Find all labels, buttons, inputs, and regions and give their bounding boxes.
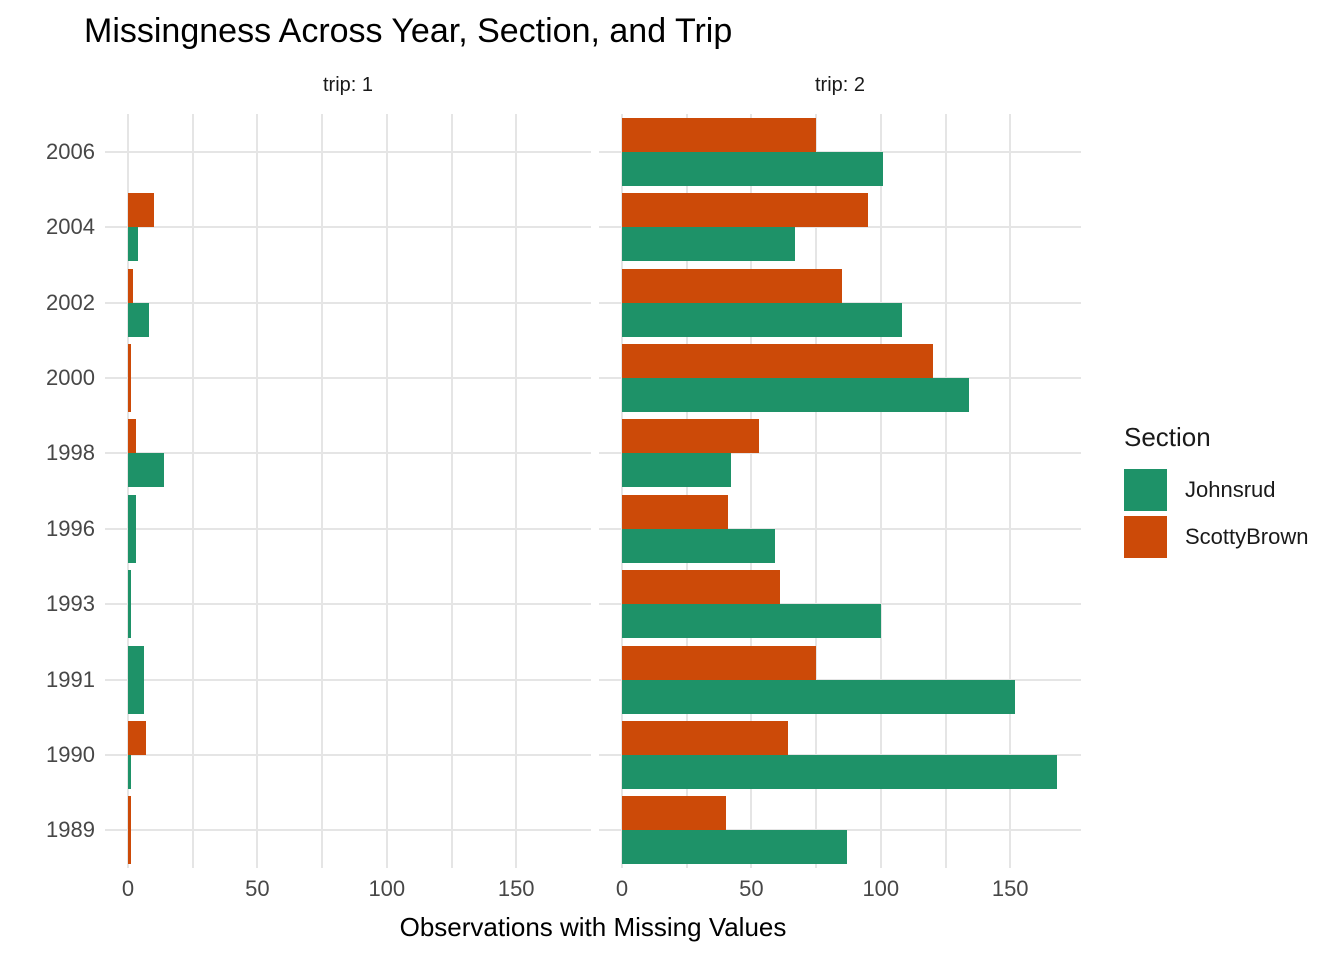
bar-scottybrown-1990 <box>128 720 147 755</box>
legend-swatch-johnsrud <box>1124 469 1167 511</box>
y-tick-label: 2002 <box>46 289 95 315</box>
y-tick-label: 2006 <box>46 138 95 164</box>
gridline-horizontal <box>105 753 591 756</box>
facet-strip-trip-1: trip: 1 <box>322 74 374 96</box>
x-tick-label: 100 <box>862 876 900 901</box>
gridline-vertical <box>385 114 388 868</box>
legend-swatch-scottybrown <box>1124 516 1167 558</box>
gridline-vertical <box>321 114 324 868</box>
y-tick-label: 2000 <box>46 364 95 390</box>
gridline-horizontal <box>599 452 1081 455</box>
bar-scottybrown-2000 <box>622 343 933 378</box>
bar-scottybrown-1996 <box>622 494 729 529</box>
bar-johnsrud-1991 <box>128 645 144 714</box>
gridline-vertical <box>621 114 623 868</box>
gridline-vertical <box>191 114 194 868</box>
bar-scottybrown-2004 <box>128 193 154 228</box>
bar-johnsrud-2004 <box>622 227 796 262</box>
legend-item-johnsrud: Johnsrud <box>1124 469 1334 511</box>
legend-label-johnsrud: Johnsrud <box>1185 477 1276 502</box>
x-tick-label: 100 <box>368 876 406 901</box>
y-tick-label: 1993 <box>46 591 95 617</box>
gridline-horizontal <box>105 226 591 229</box>
x-tick-label: 50 <box>739 876 764 901</box>
bar-scottybrown-1989 <box>128 796 131 865</box>
gridline-horizontal <box>105 150 591 153</box>
bar-johnsrud-1996 <box>128 494 136 563</box>
x-axis-title: Observations with Missing Values <box>399 912 787 942</box>
legend: Section Johnsrud ScottyBrown <box>1124 422 1334 563</box>
bar-johnsrud-2006 <box>622 151 884 186</box>
bar-johnsrud-2000 <box>622 377 969 412</box>
y-tick-label: 1990 <box>46 741 95 767</box>
bar-johnsrud-1991 <box>622 679 1016 714</box>
bar-johnsrud-1998 <box>622 453 731 488</box>
gridline-vertical <box>879 114 882 868</box>
x-tick-label: 150 <box>991 876 1029 901</box>
legend-title: Section <box>1124 422 1211 452</box>
chart-title: Missingness Across Year, Section, and Tr… <box>84 12 733 50</box>
x-tick-label: 150 <box>497 876 535 901</box>
bar-johnsrud-1989 <box>622 830 848 865</box>
bar-johnsrud-1990 <box>128 754 131 789</box>
legend-item-scottybrown: ScottyBrown <box>1124 516 1334 558</box>
gridline-vertical <box>1009 114 1012 868</box>
gridline-vertical <box>515 114 518 868</box>
gridline-horizontal <box>105 301 591 304</box>
gridline-vertical <box>944 114 947 868</box>
bar-johnsrud-2002 <box>128 302 149 337</box>
x-tick-label: 0 <box>121 876 135 901</box>
bar-scottybrown-1990 <box>622 720 788 755</box>
y-tick-label: 2004 <box>46 214 95 240</box>
y-tick-label: 1989 <box>46 817 95 843</box>
bar-scottybrown-2002 <box>622 268 842 303</box>
bar-johnsrud-1998 <box>128 453 165 488</box>
gridline-horizontal <box>105 829 591 832</box>
bar-scottybrown-1998 <box>128 419 136 454</box>
gridline-vertical <box>685 114 688 868</box>
y-tick-label: 1996 <box>46 515 95 541</box>
bar-scottybrown-2002 <box>128 268 134 303</box>
bar-scottybrown-1989 <box>622 796 726 831</box>
bar-johnsrud-2004 <box>128 227 139 262</box>
bar-johnsrud-1993 <box>622 604 881 639</box>
bar-scottybrown-1998 <box>622 419 760 454</box>
gridline-horizontal <box>599 226 1081 229</box>
bar-johnsrud-1996 <box>622 528 775 563</box>
facet-strip-trip-2: trip: 2 <box>814 74 866 96</box>
gridline-vertical <box>815 114 818 868</box>
gridline-horizontal <box>105 527 591 530</box>
bar-scottybrown-1991 <box>622 645 817 680</box>
gridline-horizontal <box>105 376 591 379</box>
bar-scottybrown-2004 <box>622 193 868 228</box>
bar-scottybrown-2006 <box>622 117 817 152</box>
gridline-vertical <box>750 114 753 868</box>
bar-johnsrud-1993 <box>128 570 131 639</box>
y-tick-label: 1991 <box>46 666 95 692</box>
bar-johnsrud-1990 <box>622 754 1057 789</box>
legend-label-scottybrown: ScottyBrown <box>1185 524 1309 549</box>
x-tick-label: 50 <box>245 876 270 901</box>
bar-scottybrown-2000 <box>128 343 131 412</box>
gridline-horizontal <box>105 452 591 455</box>
gridline-horizontal <box>105 603 591 606</box>
bar-scottybrown-1993 <box>622 570 780 605</box>
gridline-vertical <box>450 114 453 868</box>
bar-johnsrud-2002 <box>622 302 902 337</box>
gridline-vertical <box>256 114 259 868</box>
gridline-horizontal <box>105 678 591 681</box>
gridline-horizontal <box>599 527 1081 530</box>
y-tick-label: 1998 <box>46 440 95 466</box>
facet-panel-trip-2: 0 50 100 150 <box>599 114 1081 901</box>
y-axis: 2006 2004 2002 2000 1998 1996 1993 1991 1990 1989 <box>0 114 97 868</box>
gridline-vertical <box>127 114 129 868</box>
facet-panel-trip-1: 0 50 100 150 <box>105 114 591 901</box>
x-tick-label: 0 <box>615 876 629 901</box>
